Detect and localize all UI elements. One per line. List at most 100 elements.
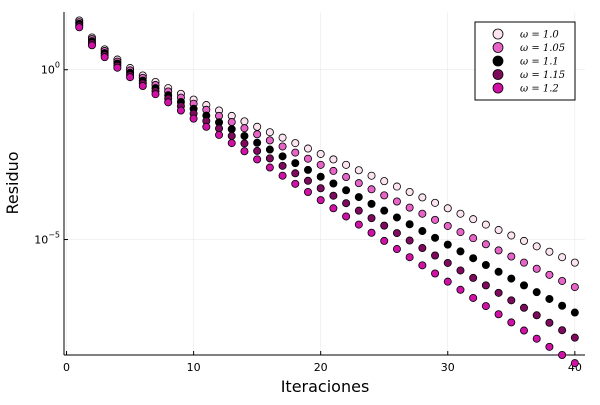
data-point [164, 98, 173, 107]
data-point [469, 234, 478, 243]
data-point [253, 155, 262, 164]
data-point [545, 247, 554, 256]
data-point [469, 293, 478, 302]
data-point [431, 251, 440, 260]
legend: ω = 1.0 ω = 1.05 ω = 1.1 ω = 1.15 ω = 1.2 [474, 21, 576, 101]
data-point [367, 214, 376, 223]
data-point [253, 122, 262, 131]
data-point [240, 147, 249, 156]
data-point [392, 229, 401, 238]
data-point [303, 144, 312, 153]
data-point [469, 254, 478, 263]
legend-label: ω = 1.05 [520, 43, 565, 54]
data-point [202, 122, 211, 131]
data-point [342, 173, 351, 182]
data-point [392, 197, 401, 206]
data-point [265, 128, 274, 137]
data-point [418, 261, 427, 270]
data-point [380, 191, 389, 200]
data-point [520, 326, 529, 335]
data-point [443, 204, 452, 213]
data-point [431, 198, 440, 207]
x-tick-label: 30 [441, 361, 455, 374]
data-points [75, 16, 579, 368]
data-point [392, 213, 401, 222]
data-point [342, 212, 351, 221]
data-point [265, 154, 274, 163]
data-point [265, 145, 274, 154]
legend-marker [492, 42, 504, 53]
data-point [316, 184, 325, 193]
data-point [87, 41, 96, 50]
data-point [405, 253, 414, 262]
data-point [367, 199, 376, 208]
data-point [570, 258, 579, 267]
data-point [494, 288, 503, 297]
data-point [380, 177, 389, 186]
legend-label: ω = 1.0 [520, 30, 559, 41]
data-point [520, 281, 529, 290]
data-point [240, 131, 249, 140]
data-point [316, 172, 325, 181]
data-point [227, 139, 236, 148]
data-point [329, 179, 338, 188]
data-point [431, 233, 440, 242]
data-point [215, 130, 224, 139]
x-tick-label: 0 [63, 361, 70, 374]
data-point [570, 308, 579, 317]
data-point [456, 228, 465, 237]
data-point [227, 125, 236, 134]
data-point [418, 209, 427, 218]
data-point [253, 146, 262, 155]
data-point [481, 240, 490, 249]
x-tick-label: 20 [314, 361, 328, 374]
data-point [456, 285, 465, 294]
legend-marker [492, 82, 504, 94]
data-point [303, 187, 312, 196]
data-point [253, 138, 262, 147]
data-point [481, 281, 490, 290]
x-tick-label: 10 [187, 361, 201, 374]
data-point [405, 203, 414, 212]
data-point [253, 130, 262, 139]
data-point [278, 152, 287, 161]
data-point [443, 221, 452, 230]
y-tick-label: 100 [41, 61, 60, 77]
data-point [291, 169, 300, 178]
data-point [265, 163, 274, 172]
data-point [380, 221, 389, 230]
data-point [278, 161, 287, 170]
data-point [227, 131, 236, 140]
data-point [151, 90, 160, 99]
data-point [507, 296, 516, 305]
data-point [265, 136, 274, 145]
data-point [380, 236, 389, 245]
data-point [329, 155, 338, 164]
data-point [481, 261, 490, 270]
data-point [481, 302, 490, 311]
data-point [329, 191, 338, 200]
data-point [329, 204, 338, 213]
data-point [558, 326, 567, 335]
data-point [507, 252, 516, 261]
data-point [176, 106, 185, 115]
data-point [405, 236, 414, 245]
legend-marker [492, 69, 504, 80]
data-point [532, 334, 541, 343]
data-point [240, 124, 249, 133]
data-point [443, 258, 452, 267]
data-point [316, 196, 325, 205]
data-point [558, 276, 567, 285]
data-point [291, 139, 300, 148]
legend-box [474, 21, 576, 101]
data-point [303, 154, 312, 163]
data-point [558, 350, 567, 359]
data-point [456, 209, 465, 218]
data-point [113, 63, 122, 72]
data-point [418, 244, 427, 253]
data-point [278, 133, 287, 142]
data-point [100, 53, 109, 62]
data-point [507, 274, 516, 283]
data-point [291, 179, 300, 188]
